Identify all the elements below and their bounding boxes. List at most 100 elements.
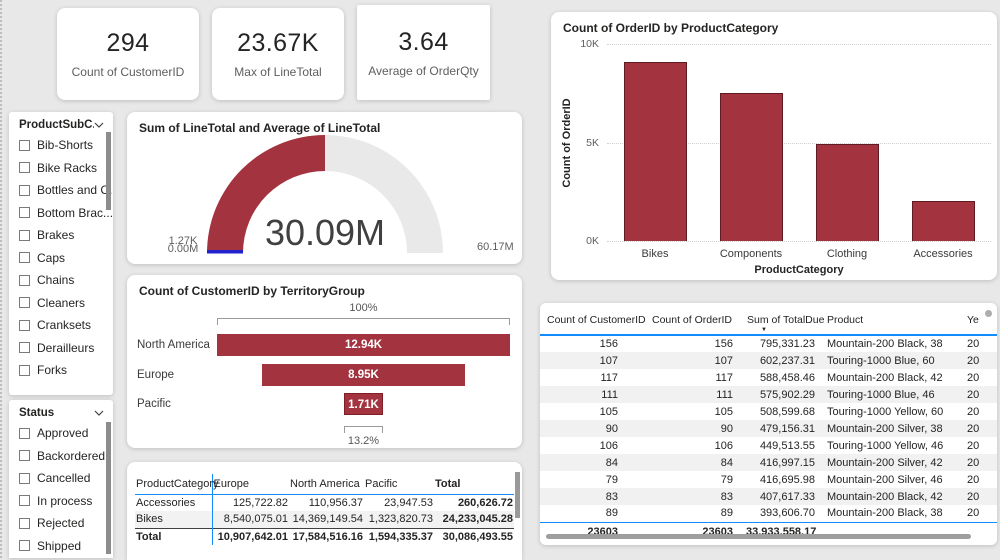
scrollbar-thumb[interactable] bbox=[106, 132, 111, 210]
matrix-column-header[interactable]: Pacific bbox=[364, 474, 434, 495]
slicer-item-forks[interactable]: Forks bbox=[9, 359, 113, 382]
checkbox-icon[interactable] bbox=[19, 207, 30, 219]
funnel-visual: Count of CustomerID by TerritoryGroup 10… bbox=[127, 275, 522, 448]
column-header-count-of-customerid[interactable]: Count of CustomerID bbox=[540, 311, 646, 336]
table-cell: 105 bbox=[599, 405, 618, 418]
matrix-cell: Accessories bbox=[135, 494, 213, 511]
table-cell: 449,513.55 bbox=[759, 439, 815, 452]
table-row[interactable]: 89 89 393,606.70 Mountain-200 Black, 38 20 bbox=[540, 505, 997, 522]
slicer-title: ProductSubC... bbox=[19, 119, 94, 131]
table-row[interactable]: 156 156 795,331.23 Mountain-200 Black, 38 20 bbox=[540, 335, 997, 352]
slicer-item-cranksets[interactable]: Cranksets bbox=[9, 314, 113, 337]
table-row[interactable]: 83 83 407,617.33 Mountain-200 Black, 42 20 bbox=[540, 488, 997, 505]
x-axis-labels: Bikes Components Clothing Accessories bbox=[607, 248, 991, 260]
funnel-bar-europe[interactable]: 8.95K bbox=[262, 363, 465, 386]
funnel-category-label: Pacific bbox=[137, 398, 171, 410]
table-row[interactable]: Bikes 8,540,075.01 14,369,149.54 1,323,820.… bbox=[135, 511, 514, 528]
table-cell: 107 bbox=[640, 352, 745, 369]
column-header-label: Count of CustomerID bbox=[547, 314, 646, 326]
gauge-fill[interactable] bbox=[207, 135, 325, 253]
checkbox-icon[interactable] bbox=[19, 162, 30, 174]
slicer-item-brakes[interactable]: Brakes bbox=[9, 224, 113, 247]
table-cell bbox=[965, 521, 997, 541]
checkbox-icon[interactable] bbox=[19, 229, 30, 241]
bar-bikes[interactable] bbox=[623, 61, 687, 241]
checkbox-icon[interactable] bbox=[19, 427, 30, 439]
checkbox-icon[interactable] bbox=[19, 495, 30, 507]
bar-accessories[interactable] bbox=[911, 200, 975, 241]
slicer-item-label: Forks bbox=[37, 363, 67, 378]
scrollbar-thumb[interactable] bbox=[985, 310, 992, 317]
table-row[interactable]: 107 107 602,237.31 Touring-1000 Blue, 60 20 bbox=[540, 352, 997, 369]
scrollbar-thumb[interactable] bbox=[515, 472, 520, 518]
slicer-item-bottom-brac[interactable]: Bottom Brac... bbox=[9, 202, 113, 225]
slicer-item-shipped[interactable]: Shipped bbox=[9, 535, 113, 558]
matrix-column-header[interactable]: North America bbox=[289, 474, 364, 495]
matrix-column-header[interactable]: ProductCategory bbox=[135, 474, 219, 495]
slicer-item-bib-shorts[interactable]: Bib-Shorts bbox=[9, 134, 113, 157]
gauge-track bbox=[325, 135, 443, 253]
table-row[interactable]: 111 111 575,902.29 Touring-1000 Blue, 46 20 bbox=[540, 386, 997, 403]
table-row[interactable]: 106 106 449,513.55 Touring-1000 Yellow, 46 2… bbox=[540, 437, 997, 454]
slicer-item-backordered[interactable]: Backordered bbox=[9, 445, 113, 468]
checkbox-icon[interactable] bbox=[19, 274, 30, 286]
table-row[interactable]: 84 84 416,997.15 Mountain-200 Silver, 42 20 bbox=[540, 454, 997, 471]
slicer-item-label: Caps bbox=[37, 250, 66, 265]
scrollbar-thumb[interactable] bbox=[106, 422, 111, 554]
checkbox-icon[interactable] bbox=[19, 319, 30, 331]
table-row[interactable]: 117 117 588,458.46 Mountain-200 Black, 42 20 bbox=[540, 369, 997, 386]
slicer-item-cleaners[interactable]: Cleaners bbox=[9, 292, 113, 315]
horizontal-scrollbar-thumb[interactable] bbox=[546, 534, 971, 539]
checkbox-icon[interactable] bbox=[19, 540, 30, 552]
slicer-item-bottles-and-c[interactable]: Bottles and C... bbox=[9, 179, 113, 202]
bar-components[interactable] bbox=[719, 93, 783, 241]
checkbox-icon[interactable] bbox=[19, 139, 30, 151]
slicer-product-subcategory: ProductSubC... Bib-Shorts Bike Racks Bottl… bbox=[9, 112, 113, 395]
table-row[interactable]: 105 105 508,599.68 Touring-1000 Yellow, 60 2… bbox=[540, 403, 997, 420]
matrix-column-header[interactable]: Europe bbox=[212, 474, 289, 495]
funnel-bar-pacific[interactable]: 1.71K bbox=[344, 393, 383, 415]
kpi-card-max-linetotal[interactable]: 23.67K Max of LineTotal bbox=[212, 8, 344, 100]
bar-series bbox=[607, 44, 991, 241]
column-header-count-of-orderid[interactable]: Count of OrderID bbox=[640, 311, 745, 336]
slicer-item-derailleurs[interactable]: Derailleurs bbox=[9, 337, 113, 360]
slicer-item-label: Backordered bbox=[37, 448, 106, 463]
checkbox-icon[interactable] bbox=[19, 342, 30, 354]
matrix-table: ProductCategory Europe North America Pacifi… bbox=[135, 474, 514, 545]
slicer-item-chains[interactable]: Chains bbox=[9, 269, 113, 292]
checkbox-icon[interactable] bbox=[19, 472, 30, 484]
checkbox-icon[interactable] bbox=[19, 450, 30, 462]
table-row[interactable]: Total 10,907,642.01 17,584,516.16 1,594,335… bbox=[135, 527, 514, 545]
checkbox-icon[interactable] bbox=[19, 252, 30, 264]
table-cell: 575,902.29 bbox=[745, 386, 817, 403]
checkbox-icon[interactable] bbox=[19, 297, 30, 309]
chevron-down-icon[interactable] bbox=[94, 122, 104, 128]
kpi-card-avg-orderqty[interactable]: 3.64 Average of OrderQty bbox=[357, 5, 490, 100]
slicer-item-bike-racks[interactable]: Bike Racks bbox=[9, 157, 113, 180]
column-header-product[interactable]: Product bbox=[817, 311, 965, 336]
slicer-item-in-process[interactable]: In process bbox=[9, 490, 113, 513]
matrix-column-header[interactable]: Total bbox=[434, 474, 514, 495]
table-row[interactable]: Accessories 125,722.82 110,956.37 23,947.53… bbox=[135, 494, 514, 511]
funnel-bar-north-america[interactable]: 12.94K bbox=[217, 334, 510, 356]
checkbox-icon[interactable] bbox=[19, 364, 30, 376]
checkbox-icon[interactable] bbox=[19, 184, 30, 196]
slicer-title: Status bbox=[19, 407, 55, 419]
bar-clothing[interactable] bbox=[815, 144, 879, 241]
matrix-cell: Total bbox=[135, 527, 213, 545]
table-row[interactable]: 90 90 479,156.31 Mountain-200 Silver, 38 20 bbox=[540, 420, 997, 437]
table-cell: 84 bbox=[540, 454, 640, 471]
slicer-header: ProductSubC... bbox=[9, 112, 113, 134]
table-row[interactable]: 79 79 416,695.98 Mountain-200 Silver, 46 20 bbox=[540, 471, 997, 488]
slicer-item-rejected[interactable]: Rejected bbox=[9, 512, 113, 535]
checkbox-icon[interactable] bbox=[19, 517, 30, 529]
column-header-sum-of-totaldue[interactable]: Sum of TotalDue ▼ bbox=[745, 311, 824, 336]
column-header-ye[interactable]: Ye bbox=[965, 311, 997, 336]
slicer-item-approved[interactable]: Approved bbox=[9, 422, 113, 445]
chevron-down-icon[interactable] bbox=[94, 410, 104, 416]
slicer-item-cancelled[interactable]: Cancelled bbox=[9, 467, 113, 490]
kpi-card-customer-count[interactable]: 294 Count of CustomerID bbox=[57, 8, 199, 100]
visual-title: Count of CustomerID by TerritoryGroup bbox=[139, 284, 365, 298]
slicer-item-caps[interactable]: Caps bbox=[9, 247, 113, 270]
